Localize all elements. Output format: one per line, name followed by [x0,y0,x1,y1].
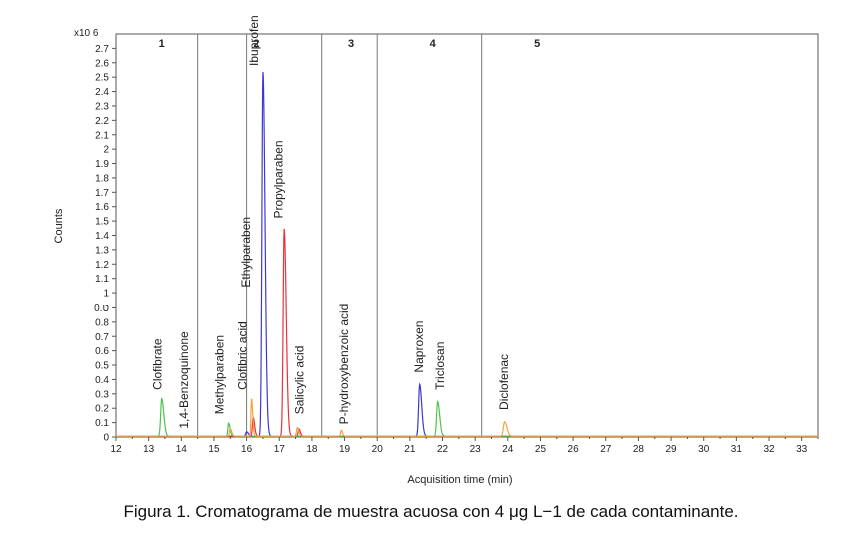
x-tick-label: 25 [535,444,547,455]
y-tick-label: 0.4 [95,375,109,386]
x-tick-label: 29 [666,444,678,455]
peak-label: 1,4-Benzoquinone [177,331,191,429]
x-tick-label: 12 [110,444,122,455]
y-tick-label: 1.1 [95,274,109,285]
segment-label: 1 [159,38,165,50]
peak-annotations: Clofibrate 1,4-Benzoquinone Methylparaben C… [151,15,511,428]
y-tick-label: 0.8 [95,317,109,328]
y-tick-label: 1 [103,289,109,300]
x-tick-label: 33 [796,444,808,455]
x-tick-label: 23 [470,444,482,455]
segment-label: 3 [348,38,354,50]
peak-label: Diclofenac [497,354,511,410]
y-tick-label: 0.2 [95,404,109,415]
chromatogram-trace [116,398,818,437]
segment-label: 5 [534,38,540,50]
x-tick-label: 28 [633,444,645,455]
peak-label: Propylparaben [272,140,286,218]
peak-label: Ibuprofen [247,15,261,66]
peak-label: Methylparaben [213,335,227,414]
x-tick-label: 22 [437,444,449,455]
y-tick-label: 0.6 [95,346,109,357]
peak-label: Triclosan [433,342,447,390]
x-tick-label: 17 [274,444,286,455]
y-tick-label: 2.3 [95,101,109,112]
y-tick-label: 1.3 [95,245,109,256]
y-multiplier: x10 6 [74,28,99,39]
y-tick-label: 2.1 [95,130,109,141]
y-tick-label: 1.4 [95,231,109,242]
peak-label: Naproxen [412,321,426,373]
y-tick-label: 1.5 [95,217,109,228]
x-axis-title: Acquisition time (min) [407,474,512,486]
segment-markers: 1 2 3 4 5 [159,34,540,437]
x-tick-label: 14 [176,444,188,455]
figure-caption: Figura 1. Cromatograma de muestra acuosa… [123,502,739,521]
x-tick-label: 26 [568,444,580,455]
y-tick-label: 2 [103,145,109,156]
y-tick-label: 0.1 [95,418,109,429]
segment-label: 4 [430,38,437,50]
y-tick-label: 2.4 [95,87,109,98]
y-tick-label: 2.7 [95,44,109,55]
x-tick-label: 30 [698,444,710,455]
peak-label: Salicylic acid [293,346,307,415]
y-tick-label: 0.5 [95,361,109,372]
x-tick-label: 19 [339,444,351,455]
y-tick-label: 2.6 [95,58,109,69]
peak-label: Ethylparaben [239,217,253,288]
x-tick-label: 16 [241,444,253,455]
x-tick-label: 18 [306,444,318,455]
x-tick-label: 31 [731,444,743,455]
x-tick-label: 32 [763,444,775,455]
y-tick-label: 1.7 [95,188,109,199]
y-tick-label: 0 [103,433,109,444]
y-tick-label: 1.6 [95,202,109,213]
x-tick-label: 13 [143,444,155,455]
peak-label: P-hydroxybenzoic acid [337,304,351,425]
y-tick-label: 1.9 [95,159,109,170]
x-tick-label: 27 [600,444,612,455]
axis-ticks: 12 13 14 15 16 17 18 19 20 21 22 23 24 25 26 27 28 29 30 31… [94,44,819,455]
segment-label: 2 [253,38,259,50]
y-tick-label: 1.8 [95,173,109,184]
y-tick-label: 0.ט [94,303,109,314]
peak-label: Clofibrate [151,338,165,390]
y-tick-label: 2.2 [95,116,109,127]
chromatogram-traces [116,71,818,437]
x-tick-label: 20 [372,444,384,455]
y-axis-title: Counts [53,208,65,243]
y-tick-label: 2.5 [95,73,109,84]
peak-label: Clofibric acid [236,321,250,390]
x-tick-label: 15 [208,444,220,455]
y-tick-label: 1.2 [95,260,109,271]
y-tick-label: 0.3 [95,389,109,400]
x-tick-label: 21 [404,444,416,455]
x-tick-label: 24 [502,444,514,455]
y-tick-label: 0.7 [95,332,109,343]
